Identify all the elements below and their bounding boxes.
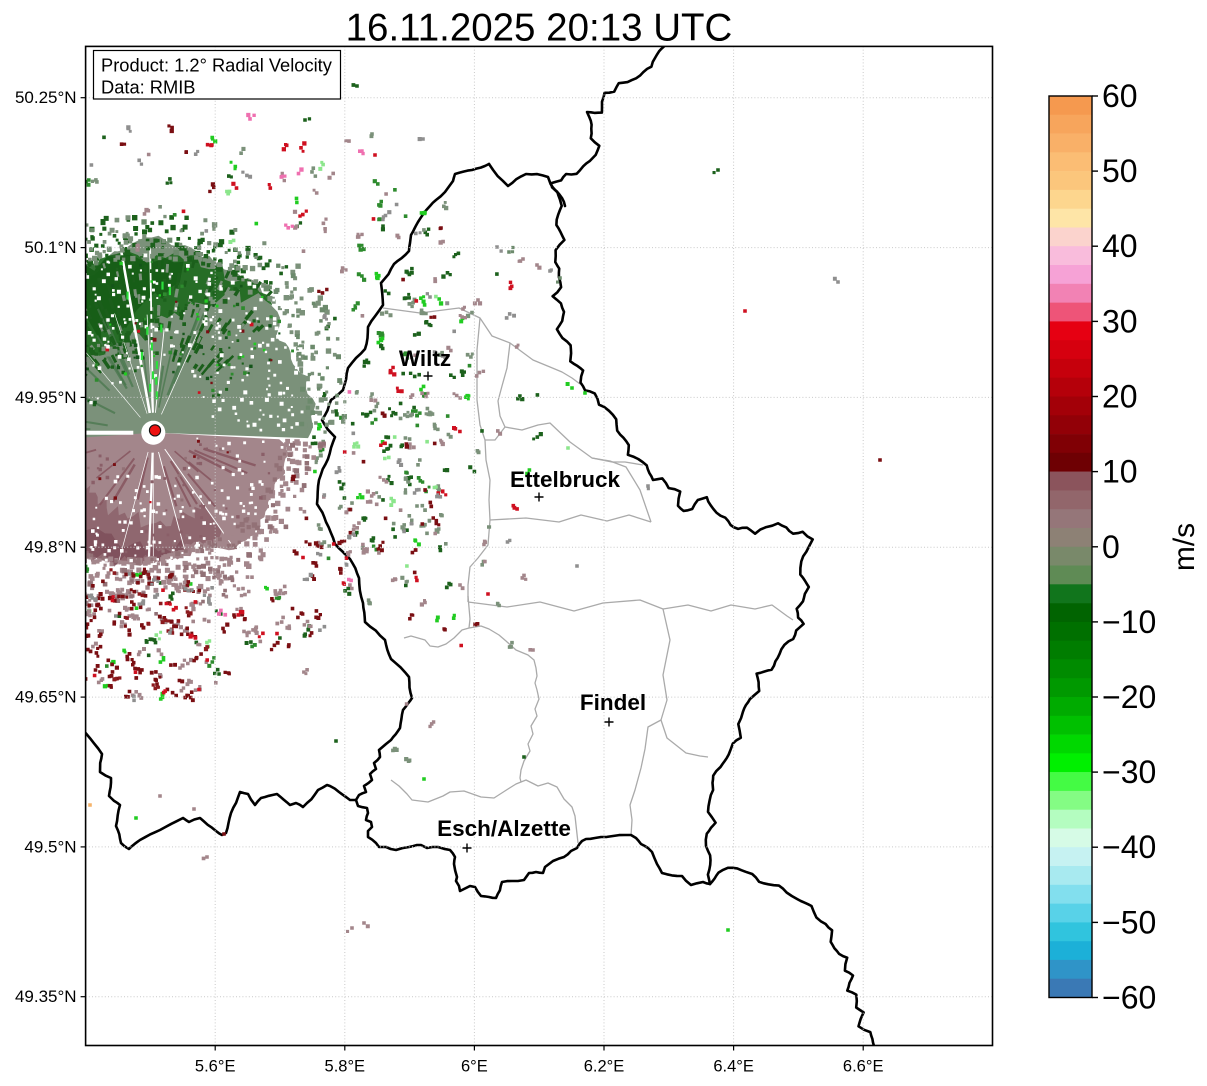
svg-text:−40: −40 xyxy=(1102,829,1156,865)
svg-text:−30: −30 xyxy=(1102,754,1156,790)
svg-text:30: 30 xyxy=(1102,303,1138,339)
svg-text:m/s: m/s xyxy=(1168,523,1201,571)
svg-text:5.6°E: 5.6°E xyxy=(195,1058,236,1076)
svg-text:0: 0 xyxy=(1102,529,1120,565)
svg-text:6.2°E: 6.2°E xyxy=(584,1058,625,1076)
svg-text:49.65°N: 49.65°N xyxy=(15,688,77,707)
svg-text:6°E: 6°E xyxy=(461,1058,488,1076)
svg-text:Findel: Findel xyxy=(580,690,646,715)
svg-text:16.11.2025 20:13 UTC: 16.11.2025 20:13 UTC xyxy=(346,7,733,50)
svg-text:Wiltz: Wiltz xyxy=(399,346,451,371)
svg-text:49.95°N: 49.95°N xyxy=(15,388,77,407)
svg-text:−60: −60 xyxy=(1102,980,1156,1016)
svg-text:20: 20 xyxy=(1102,379,1138,415)
svg-text:6.6°E: 6.6°E xyxy=(843,1058,884,1076)
svg-text:Ettelbruck: Ettelbruck xyxy=(510,467,621,492)
svg-text:60: 60 xyxy=(1102,78,1138,114)
svg-text:40: 40 xyxy=(1102,228,1138,264)
svg-text:50.1°N: 50.1°N xyxy=(24,238,76,257)
svg-text:50: 50 xyxy=(1102,153,1138,189)
svg-text:Esch/Alzette: Esch/Alzette xyxy=(437,816,571,841)
svg-text:−20: −20 xyxy=(1102,679,1156,715)
svg-text:10: 10 xyxy=(1102,454,1138,490)
svg-text:6.4°E: 6.4°E xyxy=(713,1058,754,1076)
svg-text:5.8°E: 5.8°E xyxy=(325,1058,366,1076)
svg-text:49.5°N: 49.5°N xyxy=(24,837,76,856)
svg-text:Data: RMIB: Data: RMIB xyxy=(101,77,195,98)
svg-text:−50: −50 xyxy=(1102,904,1156,940)
svg-text:49.8°N: 49.8°N xyxy=(24,538,76,557)
svg-text:−10: −10 xyxy=(1102,604,1156,640)
svg-text:Product: 1.2° Radial Velocity: Product: 1.2° Radial Velocity xyxy=(101,55,333,76)
svg-text:50.25°N: 50.25°N xyxy=(15,88,77,107)
svg-text:49.35°N: 49.35°N xyxy=(15,987,77,1006)
